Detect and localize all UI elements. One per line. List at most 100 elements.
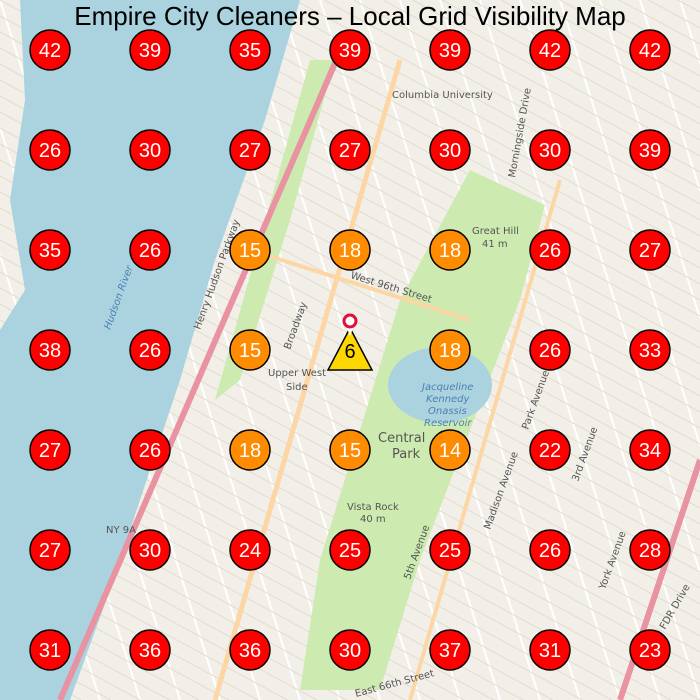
grid-cell-marker[interactable]: 6 [326,326,374,371]
grid-cell-marker[interactable]: 39 [329,29,371,71]
grid-cell-marker[interactable]: 39 [629,129,671,171]
grid-cell-marker[interactable]: 27 [229,129,271,171]
grid-cell-marker[interactable]: 25 [329,529,371,571]
street-line [648,0,700,29]
grid-cell-marker[interactable]: 23 [629,629,671,671]
rank-circle [629,29,671,71]
label-reservoir-1: Jacqueline [420,382,473,393]
rank-label: 30 [139,140,161,162]
rank-label: 26 [539,340,561,362]
grid-cell-marker[interactable]: 38 [29,329,71,371]
grid-cell-marker[interactable]: 15 [229,229,271,271]
rank-label: 30 [139,540,161,562]
label-great-hill: Great Hill [472,226,519,237]
grid-cell-marker[interactable]: 26 [129,229,171,271]
street-line [235,0,700,253]
street-line [500,0,700,109]
rank-label: 27 [339,140,361,162]
rank-circle [429,29,471,71]
grid-cell-marker[interactable]: 15 [229,329,271,371]
label-great-hill-elev: 41 m [482,239,508,250]
rank-label: 6 [344,341,355,363]
grid-cell-marker[interactable]: 27 [329,129,371,171]
rank-label: 18 [339,240,361,262]
rank-label: 31 [39,640,61,662]
grid-cell-marker[interactable]: 39 [429,29,471,71]
rank-circle [129,29,171,71]
rank-circle [229,529,271,571]
grid-cell-marker[interactable]: 18 [429,229,471,271]
grid-cell-marker[interactable]: 36 [229,629,271,671]
rank-circle [629,229,671,271]
grid-cell-marker[interactable]: 26 [529,329,571,371]
grid-cell-marker[interactable]: 30 [129,129,171,171]
grid-cell-marker[interactable]: 27 [629,229,671,271]
west-96th-road [249,248,471,322]
grid-cell-marker[interactable]: 18 [229,429,271,471]
rank-label: 39 [639,140,661,162]
rank-label: 38 [39,340,61,362]
grid-cell-marker[interactable]: 39 [129,29,171,71]
riverside-park [215,60,335,400]
grid-cell-marker[interactable]: 30 [129,529,171,571]
broadway-road [212,59,403,700]
rank-label: 39 [339,40,361,62]
grid-cell-marker[interactable]: 27 [29,429,71,471]
label-reservoir-2: Kennedy [426,394,471,405]
grid-cell-marker[interactable]: 37 [429,629,471,671]
rank-label: 31 [539,640,561,662]
grid-cell-marker[interactable]: 34 [629,429,671,471]
rank-label: 14 [439,440,461,462]
grid-cell-marker[interactable]: 42 [629,29,671,71]
grid-cell-marker[interactable]: 14 [429,429,471,471]
rank-label: 27 [39,540,61,562]
street-line [559,0,700,77]
grid-cell-marker[interactable]: 18 [429,329,471,371]
rank-circle [529,329,571,371]
grid-cell-marker[interactable]: 27 [29,529,71,571]
grid-cell-marker[interactable]: 15 [329,429,371,471]
grid-cell-marker[interactable]: 30 [529,129,571,171]
rank-circle [629,329,671,371]
rank-circle [429,429,471,471]
rank-circle [229,629,271,671]
grid-cell-marker[interactable]: 31 [529,629,571,671]
grid-cell-marker[interactable]: 30 [329,629,371,671]
rank-label: 36 [239,640,261,662]
grid-cell-marker[interactable]: 31 [29,629,71,671]
grid-cell-marker[interactable]: 28 [629,529,671,571]
rank-circle [529,129,571,171]
grid-cell-marker[interactable]: 30 [429,129,471,171]
rank-circle [129,229,171,271]
rank-circle [429,129,471,171]
rank-label: 26 [139,340,161,362]
label-uws-2: Side [286,382,308,393]
grid-cell-marker[interactable]: 42 [29,29,71,71]
grid-cell-marker[interactable]: 26 [529,229,571,271]
label-reservoir-3: Onassis [428,406,467,417]
rank-label: 15 [239,340,261,362]
rank-circle [429,329,471,371]
grid-cell-marker[interactable]: 22 [529,429,571,471]
grid-cell-marker[interactable]: 25 [429,529,471,571]
grid-cell-marker[interactable]: 26 [129,429,171,471]
grid-cell-marker[interactable]: 35 [229,29,271,71]
rank-label: 25 [439,540,461,562]
grid-cell-marker[interactable]: 26 [129,329,171,371]
rank-circle [629,629,671,671]
rank-circle [429,529,471,571]
grid-cell-marker[interactable]: 42 [529,29,571,71]
grid-cell-marker[interactable]: 36 [129,629,171,671]
grid-cell-marker[interactable]: 24 [229,529,271,571]
rank-label: 23 [639,640,661,662]
rank-circle [29,229,71,271]
grid-cell-marker[interactable]: 18 [329,229,371,271]
rank-label: 22 [539,440,561,462]
grid-cell-marker[interactable]: 35 [29,229,71,271]
grid-cell-marker[interactable]: 26 [529,529,571,571]
grid-cell-marker[interactable]: 33 [629,329,671,371]
grid-cell-marker[interactable]: 26 [29,129,71,171]
map-title: Empire City Cleaners – Local Grid Visibi… [74,1,626,31]
rank-circle [329,229,371,271]
